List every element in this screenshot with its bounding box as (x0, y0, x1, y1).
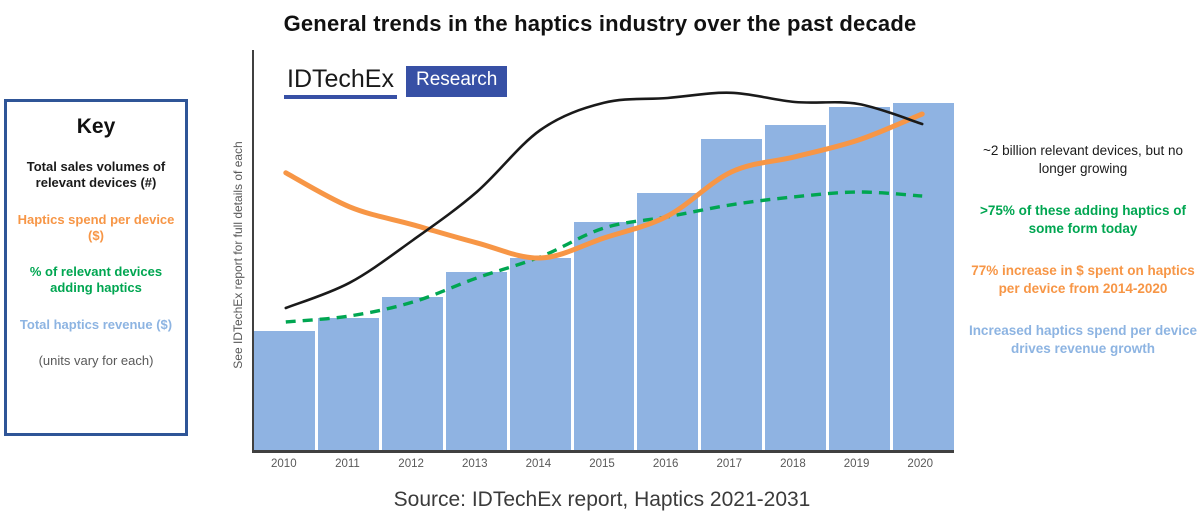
line-haptics-spend-per-device (283, 111, 925, 261)
key-item-0: Total sales volumes of relevant devices … (26, 159, 166, 191)
logo-research-badge: Research (405, 66, 508, 97)
annotations: ~2 billion relevant devices, but no long… (966, 142, 1200, 382)
x-label-2013: 2013 (461, 458, 488, 470)
x-label-2010: 2010 (271, 458, 297, 470)
bar-2010 (254, 330, 315, 450)
bar-2019 (829, 106, 891, 450)
x-label-2019: 2019 (843, 458, 870, 470)
bar-2020 (893, 102, 954, 450)
x-axis-labels: 2010 2011 2012 2013 2014 2015 2016 2017 2018 2019… (252, 458, 952, 470)
x-label-2015: 2015 (589, 458, 615, 470)
plot-area (252, 50, 954, 453)
bar-2017 (701, 138, 763, 450)
line-of-relevant-devices-adding-haptics (285, 190, 923, 324)
bar-2014 (509, 258, 571, 450)
source-caption: Source: IDTechEx report, Haptics 2021-20… (393, 488, 811, 511)
x-label-2018: 2018 (780, 458, 806, 470)
bars-container (254, 50, 954, 450)
annotation-1: >75% of these adding haptics of some for… (980, 203, 1186, 236)
key-legend: Key Total sales volumes of relevant devi… (4, 99, 188, 436)
key-items: Total sales volumes of relevant devices … (13, 159, 179, 333)
x-label-2017: 2017 (716, 458, 743, 470)
x-label-2020: 2020 (907, 458, 934, 470)
line-total-sales-volumes-of-relevant-devices (284, 91, 924, 310)
x-label-2014: 2014 (525, 458, 552, 470)
idtechex-logo: IDTechEx Research (284, 65, 508, 99)
line-series-svg (283, 91, 925, 324)
x-label-2011: 2011 (335, 458, 360, 470)
annotation-3: Increased haptics spend per device drive… (968, 323, 1198, 356)
key-heading: Key (76, 115, 116, 138)
bar-2011 (317, 318, 379, 450)
bar-2012 (381, 296, 443, 450)
key-note: (units vary for each) (38, 352, 154, 368)
x-label-2016: 2016 (652, 458, 679, 470)
bar-2018 (765, 124, 827, 450)
key-item-1: Haptics spend per device ($) (17, 211, 175, 243)
x-label-2012: 2012 (398, 458, 424, 470)
bar-2013 (445, 272, 507, 450)
key-item-3: Total haptics revenue ($) (19, 316, 173, 332)
annotation-0: ~2 billion relevant devices, but no long… (982, 143, 1183, 176)
logo-brand-text: IDTechEx (284, 65, 397, 99)
bar-2015 (573, 222, 635, 450)
key-item-2: % of relevant devices adding haptics (29, 264, 163, 296)
page-title: General trends in the haptics industry o… (283, 11, 917, 36)
y-axis-label: See IDTechEx report for full details of … (231, 141, 245, 369)
annotation-2: 77% increase in $ spent on haptics per d… (971, 263, 1195, 296)
bar-2016 (637, 192, 699, 450)
